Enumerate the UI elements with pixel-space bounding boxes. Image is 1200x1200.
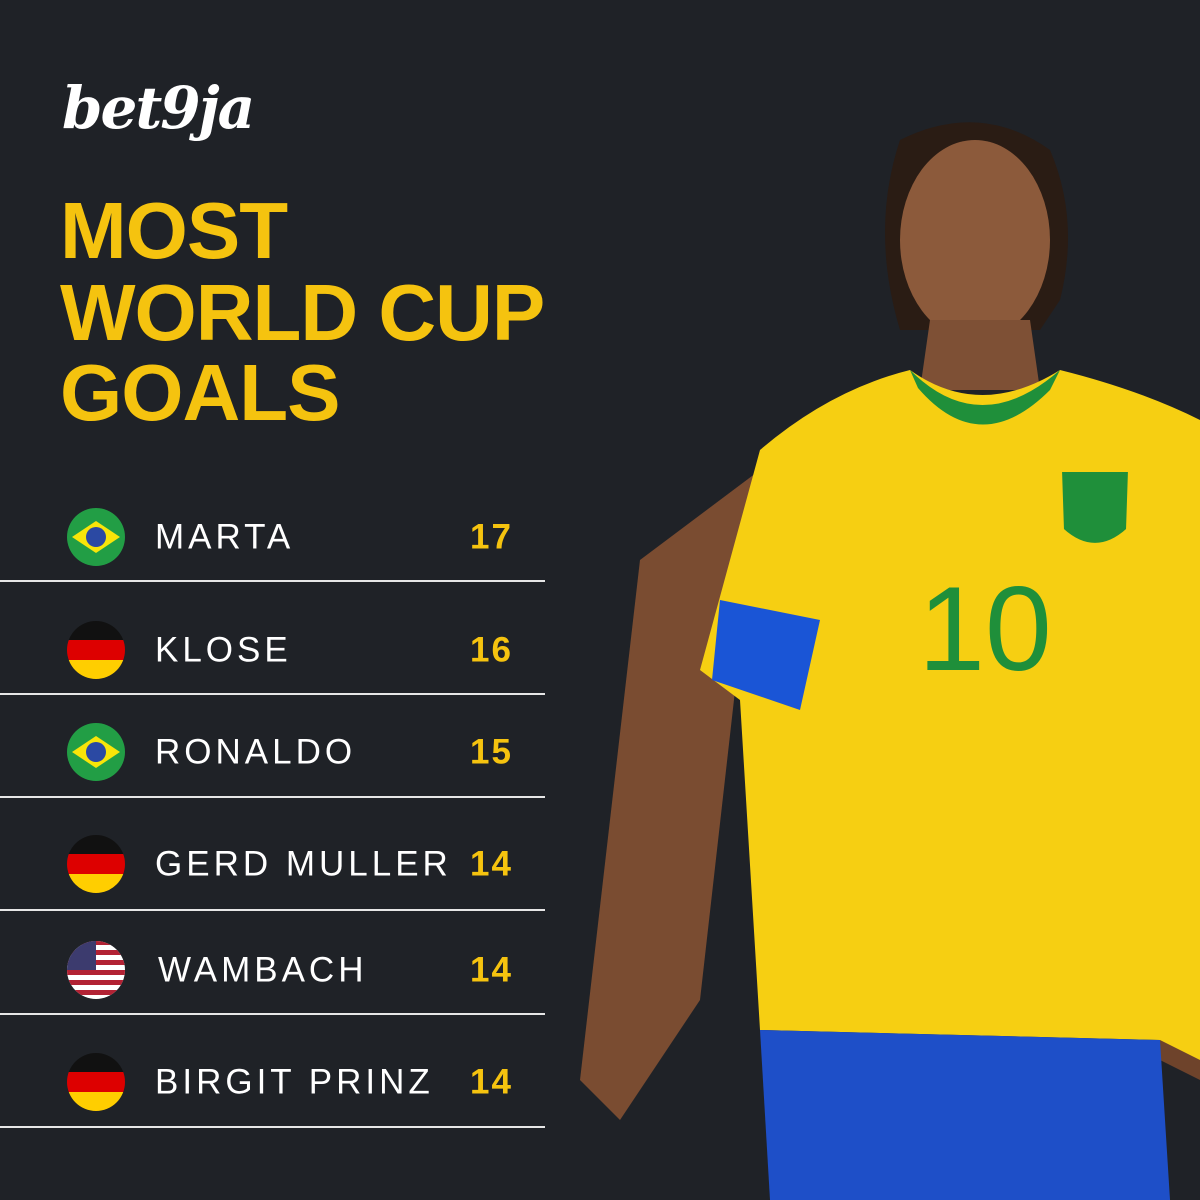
goal-count: 14	[470, 950, 513, 989]
goal-count: 15	[470, 732, 513, 771]
player-name: KLOSE	[155, 630, 292, 669]
player-photo: 10	[580, 122, 1200, 1200]
title-line: MOST	[60, 186, 288, 275]
player-name: WAMBACH	[158, 950, 367, 989]
title-line: WORLD CUP	[60, 268, 544, 357]
flag-usa	[67, 941, 125, 999]
title-line: GOALS	[60, 348, 339, 437]
logo: bet9ja	[62, 74, 253, 142]
player-name: GERD MULLER	[155, 844, 452, 883]
player-name: MARTA	[155, 517, 294, 556]
flag-germany	[67, 621, 125, 679]
goal-count: 17	[470, 517, 513, 556]
flag-germany	[67, 1053, 125, 1111]
goal-count: 16	[470, 630, 513, 669]
goal-count: 14	[470, 844, 513, 883]
goal-count: 14	[470, 1062, 513, 1101]
flag-brazil	[67, 508, 125, 566]
flag-brazil	[67, 723, 125, 781]
player-name: BIRGIT PRINZ	[155, 1062, 434, 1101]
flag-germany	[67, 835, 125, 893]
jersey-number: 10	[918, 562, 1051, 696]
player-name: RONALDO	[155, 732, 356, 771]
